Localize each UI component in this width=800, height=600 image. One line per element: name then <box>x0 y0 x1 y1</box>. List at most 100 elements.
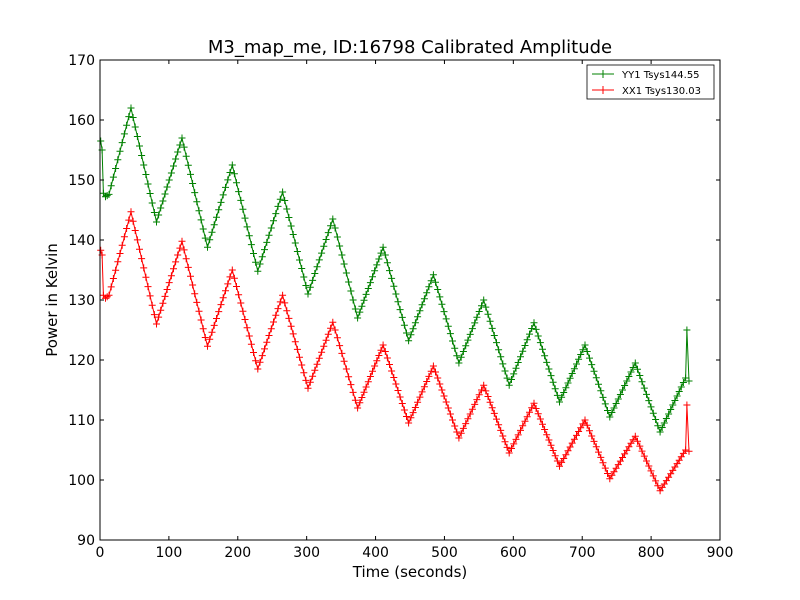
data-point-marker <box>103 293 111 301</box>
data-point-marker <box>420 295 428 303</box>
data-point-marker <box>375 352 383 359</box>
data-point-marker <box>475 391 483 399</box>
data-point-marker <box>464 336 472 344</box>
data-point-marker <box>645 462 653 470</box>
y-tick-label: 160 <box>68 113 95 129</box>
data-point-marker <box>423 289 431 297</box>
data-point-marker <box>99 189 107 197</box>
data-point-marker <box>386 267 393 275</box>
data-point-marker <box>649 472 657 480</box>
data-point-marker <box>601 400 609 408</box>
data-point-marker <box>338 349 346 357</box>
data-point-marker <box>311 270 319 277</box>
data-point-marker <box>210 321 218 329</box>
data-point-marker <box>446 410 454 418</box>
data-point-marker <box>349 388 357 396</box>
data-point-marker <box>215 308 223 316</box>
data-point-marker <box>581 416 589 424</box>
data-point-marker <box>471 319 479 327</box>
data-point-marker <box>562 384 570 392</box>
data-point-marker <box>645 397 653 405</box>
data-point-marker <box>612 400 620 407</box>
data-point-marker <box>631 432 639 440</box>
data-point-marker <box>228 266 236 274</box>
data-point-marker <box>381 251 389 259</box>
data-point-marker <box>167 272 175 280</box>
data-point-marker <box>398 400 406 407</box>
data-point-marker <box>224 280 232 288</box>
data-point-marker <box>235 188 243 196</box>
data-point-marker <box>677 383 685 391</box>
data-point-marker <box>351 396 359 404</box>
data-point-marker <box>243 223 251 231</box>
data-point-marker <box>247 340 255 348</box>
data-point-marker <box>226 169 234 176</box>
data-point-marker <box>388 274 396 282</box>
data-point-marker <box>566 374 574 382</box>
data-point-marker <box>263 338 271 346</box>
data-point-marker <box>201 334 209 341</box>
data-point-marker <box>579 346 587 354</box>
data-point-marker <box>623 377 631 385</box>
x-tick-label: 400 <box>362 545 389 561</box>
data-point-marker <box>505 381 513 389</box>
data-point-marker <box>340 357 348 365</box>
data-point-marker <box>532 405 540 412</box>
data-point-marker <box>213 213 220 221</box>
data-point-marker <box>462 420 470 428</box>
data-point-marker <box>112 165 120 172</box>
data-point-marker <box>562 451 570 459</box>
data-point-marker <box>345 278 353 286</box>
data-point-marker <box>468 405 476 413</box>
data-point-marker <box>254 365 262 373</box>
data-point-marker <box>373 357 381 365</box>
data-point-marker <box>595 380 602 388</box>
data-point-marker <box>116 147 124 155</box>
y-tick-label: 140 <box>68 233 95 249</box>
data-point-marker <box>407 331 415 339</box>
data-point-marker <box>383 354 391 362</box>
data-point-marker <box>566 443 574 451</box>
data-point-marker <box>182 152 190 160</box>
data-point-marker <box>379 243 387 251</box>
data-point-marker <box>423 378 431 385</box>
data-point-marker <box>497 426 505 434</box>
data-point-marker <box>429 362 437 370</box>
data-point-marker <box>369 367 376 375</box>
data-point-marker <box>547 441 555 449</box>
data-point-marker <box>501 367 509 375</box>
data-point-marker <box>517 426 524 434</box>
data-point-marker <box>233 283 240 290</box>
data-point-marker <box>558 458 566 466</box>
data-point-marker <box>667 406 675 413</box>
data-point-marker <box>217 301 225 309</box>
data-point-marker <box>142 171 150 178</box>
data-point-marker <box>442 398 450 406</box>
y-tick-label: 120 <box>68 353 95 369</box>
data-point-marker <box>304 290 312 298</box>
data-point-marker <box>523 413 531 421</box>
data-point-marker <box>329 318 337 326</box>
data-point-marker <box>432 368 439 376</box>
data-point-marker <box>564 379 572 387</box>
data-point-marker <box>289 231 297 238</box>
data-point-marker <box>120 130 128 138</box>
data-point-marker <box>118 139 126 147</box>
data-point-marker <box>612 464 620 472</box>
data-point-marker <box>107 182 115 190</box>
data-point-marker <box>386 361 393 368</box>
data-point-marker <box>599 393 607 401</box>
data-point-marker <box>233 179 240 187</box>
data-point-marker <box>102 294 109 302</box>
data-point-marker <box>656 428 664 436</box>
data-point-marker <box>204 243 211 251</box>
data-point-marker <box>595 448 602 456</box>
data-point-marker <box>187 272 194 280</box>
data-point-marker <box>206 236 214 244</box>
data-point-marker <box>208 328 216 336</box>
data-point-marker <box>627 368 635 376</box>
data-point-marker <box>279 188 287 196</box>
data-point-marker <box>634 365 641 373</box>
data-point-marker <box>127 104 135 112</box>
